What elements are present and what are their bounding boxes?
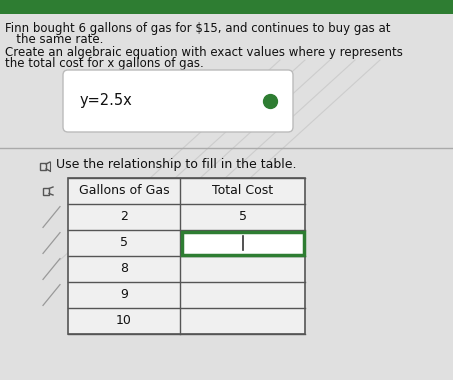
Text: Use the relationship to fill in the table.: Use the relationship to fill in the tabl… <box>56 158 297 171</box>
Text: the total cost for x gallons of gas.: the total cost for x gallons of gas. <box>5 57 204 70</box>
Text: Total Cost: Total Cost <box>212 185 273 198</box>
Text: Create an algebraic equation with exact values where y represents: Create an algebraic equation with exact … <box>5 46 403 59</box>
Bar <box>43 187 49 195</box>
Text: Gallons of Gas: Gallons of Gas <box>79 185 169 198</box>
Bar <box>0 0 453 14</box>
Bar <box>40 163 46 170</box>
Text: 5: 5 <box>120 236 128 250</box>
Text: 10: 10 <box>116 315 132 328</box>
Bar <box>182 231 304 255</box>
Text: the same rate.: the same rate. <box>5 33 103 46</box>
Bar <box>68 178 305 334</box>
FancyBboxPatch shape <box>63 70 293 132</box>
Text: y=2.5x: y=2.5x <box>80 93 133 109</box>
Text: Finn bought 6 gallons of gas for $15, and continues to buy gas at: Finn bought 6 gallons of gas for $15, an… <box>5 22 390 35</box>
Text: 2: 2 <box>120 211 128 223</box>
Text: 8: 8 <box>120 263 128 276</box>
Text: 5: 5 <box>238 211 246 223</box>
Text: 9: 9 <box>120 288 128 301</box>
